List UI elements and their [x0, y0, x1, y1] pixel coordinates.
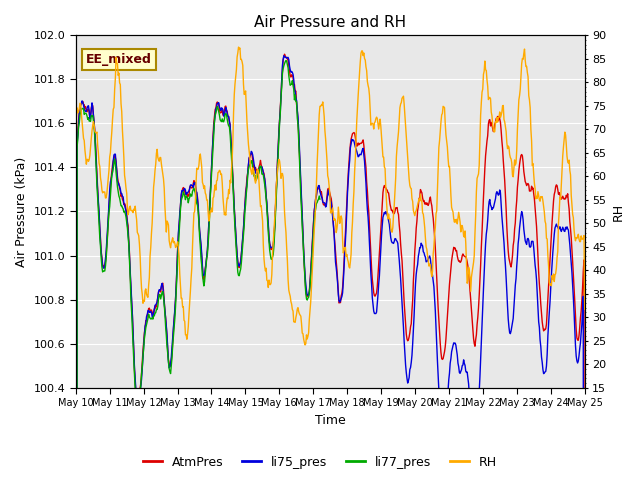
- li77_pres: [275, 137, 283, 143]
- Line: li77_pres: li77_pres: [76, 60, 320, 480]
- Legend: AtmPres, li75_pres, li77_pres, RH: AtmPres, li75_pres, li77_pres, RH: [138, 451, 502, 474]
- li75_pres: [392, 238, 400, 243]
- AtmPres: [408, 321, 415, 326]
- AtmPres: [185, 193, 193, 199]
- RH: [134, 229, 141, 235]
- li75_pres: [185, 188, 193, 193]
- li77_pres: [142, 325, 150, 331]
- Y-axis label: Air Pressure (kPa): Air Pressure (kPa): [15, 156, 28, 266]
- Line: li75_pres: li75_pres: [76, 56, 585, 480]
- X-axis label: Time: Time: [315, 414, 346, 427]
- Title: Air Pressure and RH: Air Pressure and RH: [254, 15, 406, 30]
- Y-axis label: RH: RH: [612, 203, 625, 220]
- li77_pres: [115, 189, 122, 194]
- Line: RH: RH: [76, 47, 585, 345]
- Text: EE_mixed: EE_mixed: [86, 53, 152, 66]
- li77_pres: [282, 58, 290, 63]
- AtmPres: [81, 105, 89, 111]
- AtmPres: [281, 51, 289, 57]
- li77_pres: [275, 150, 282, 156]
- li75_pres: [134, 397, 141, 403]
- li75_pres: [408, 360, 415, 365]
- AtmPres: [392, 205, 400, 211]
- RH: [185, 311, 193, 316]
- AtmPres: [212, 105, 220, 111]
- RH: [301, 342, 309, 348]
- RH: [408, 196, 416, 202]
- RH: [212, 187, 220, 193]
- RH: [393, 144, 401, 149]
- li75_pres: [212, 106, 220, 111]
- Line: AtmPres: AtmPres: [76, 54, 585, 480]
- RH: [81, 147, 89, 153]
- li77_pres: [316, 196, 324, 202]
- li75_pres: [280, 53, 287, 59]
- li77_pres: [260, 177, 268, 182]
- li75_pres: [81, 108, 89, 114]
- AtmPres: [134, 396, 141, 401]
- RH: [581, 306, 589, 312]
- RH: [235, 44, 243, 50]
- li77_pres: [294, 115, 301, 121]
- RH: [72, 229, 79, 235]
